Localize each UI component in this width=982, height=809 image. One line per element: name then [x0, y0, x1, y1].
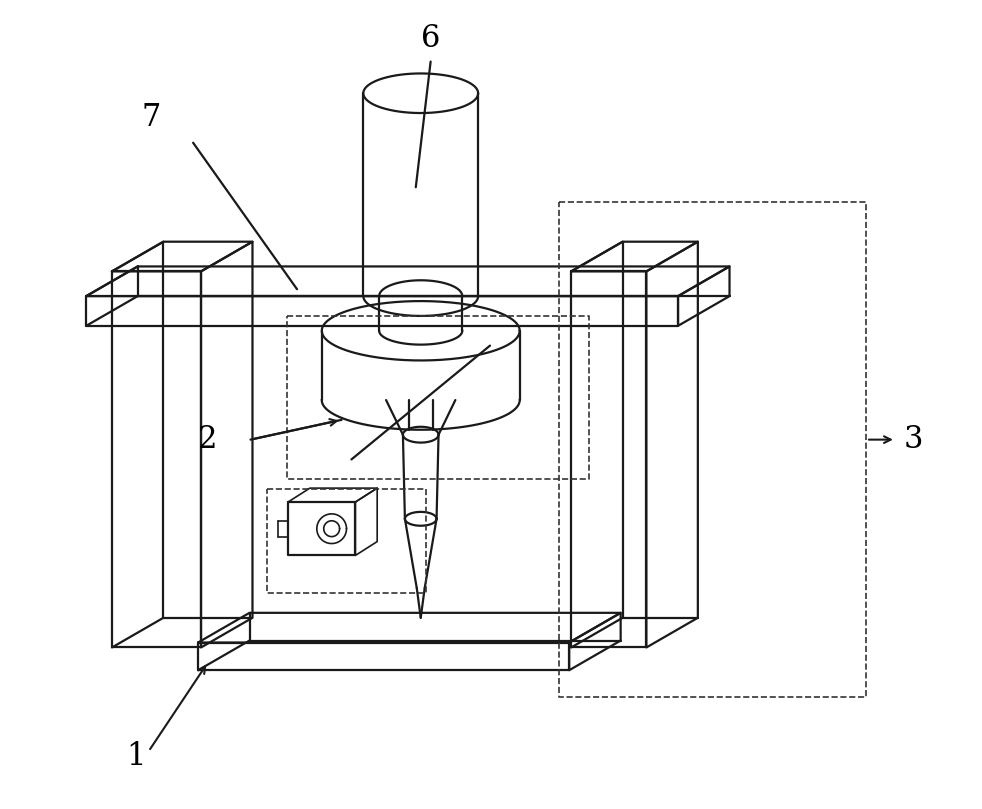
Text: 1: 1 — [126, 741, 145, 772]
Text: 2: 2 — [198, 424, 218, 455]
Text: 3: 3 — [903, 424, 923, 455]
Text: 7: 7 — [141, 103, 161, 133]
Text: 6: 6 — [421, 23, 440, 54]
